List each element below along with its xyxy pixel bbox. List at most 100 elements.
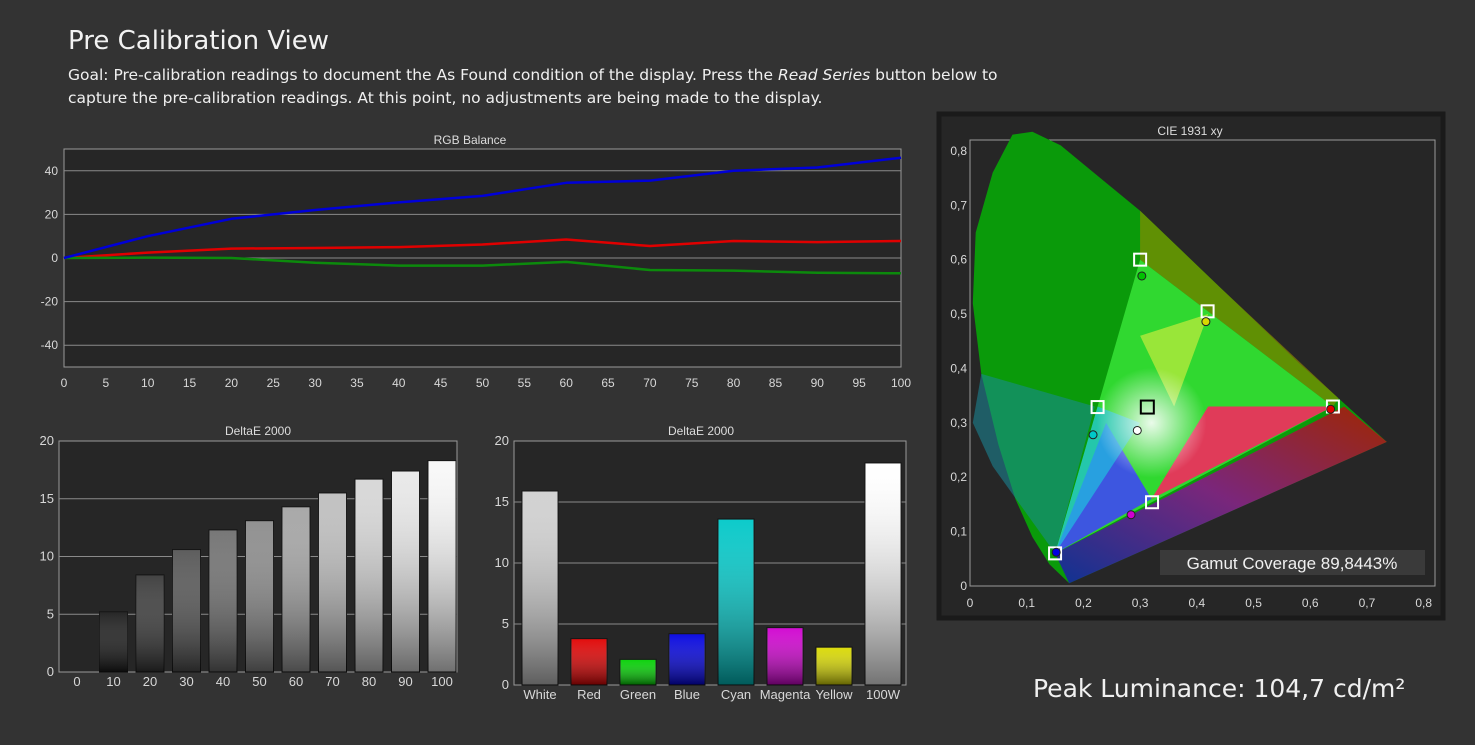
goal-suffix: button below to capture the pre-calibrat… [68,66,998,107]
rgb-x-tick-label: 30 [308,376,322,390]
rgb-x-tick-label: 40 [392,376,406,390]
rgb-series-line-0 [63,238,902,260]
rgb-x-tick-label: 95 [852,376,866,390]
color-x-tick-label: Red [577,687,601,702]
color-bar-shade [669,633,705,685]
deltae-grayscale-chart: DeltaE 2000 0 5 10 15 20 0 10 20 30 40 50 60 70 80 90… [40,424,458,689]
cie-target-white [1139,399,1155,415]
rgb-y-tick-label: 0 [51,251,58,265]
gray-x-tick-label: 60 [289,674,303,689]
gray-x-tick-label: 100 [431,674,453,689]
color-x-tick-label: Cyan [721,687,751,702]
cie-target-blue [1048,546,1063,561]
rgb-series-line-2 [63,156,902,260]
gray-x-tick-label: 20 [143,674,157,689]
gray-x-tick-label: 30 [179,674,193,689]
color-x-tick-label: Yellow [815,687,853,702]
gray-x-tick-label: 40 [216,674,230,689]
cie-x-tick-label: 0,4 [1188,596,1205,610]
cie-locus-purple-band [1055,406,1387,584]
gamut-coverage-box [1160,550,1425,575]
rgb-x-tick-label: 60 [560,376,574,390]
rgb-x-tick-label: 55 [518,376,532,390]
rgb-y-tick-label: -20 [41,295,59,309]
cie-y-tick-label: 0,4 [950,361,967,375]
cie-x-tick-label: 0,7 [1359,596,1376,610]
gray-x-tick-label: 70 [325,674,339,689]
color-x-tick-label: 100W [866,687,901,702]
rgb-y-tick-label: -40 [41,338,59,352]
color-y-tick-label: 5 [502,616,509,631]
gray-bar-shade [99,611,128,672]
rgb-x-tick-label: 65 [601,376,615,390]
rgb-chart-title: RGB Balance [434,133,507,147]
cie-y-tick-label: 0,7 [950,198,967,212]
cie-1931-chart: CIE 1931 xy 0 0,1 0,2 0,3 0,4 0,5 0,6 0,7 0,8 0 0… [936,111,1446,621]
cie-locus-cyan-band [972,373,1095,554]
gray-x-tick-label: 0 [73,674,80,689]
cie-chart-title: CIE 1931 xy [1157,124,1222,138]
cie-x-tick-label: 0,1 [1018,596,1035,610]
gray-x-tick-label: 80 [362,674,376,689]
gray-y-tick-label: 20 [40,433,54,448]
gray-bar-shade [391,471,420,672]
cie-locus-yellow-band [1140,210,1339,407]
cie-x-tick-label: 0,2 [1075,596,1092,610]
gray-bar-shade [355,479,383,672]
cie-target-cyan [1090,400,1105,415]
gray-y-tick-label: 10 [40,549,54,564]
color-chart-title: DeltaE 2000 [668,424,734,438]
gray-y-tick-label: 5 [47,606,54,621]
cie-x-tick-label: 0,6 [1302,596,1319,610]
color-y-tick-label: 0 [502,677,509,692]
cie-measured-white [1132,425,1142,435]
color-x-tick-label: Blue [674,687,700,702]
gray-x-tick-label: 90 [398,674,412,689]
gray-bar-shade [318,492,347,672]
gray-x-tick-label: 10 [106,674,120,689]
gray-chart-title: DeltaE 2000 [225,424,291,438]
rgb-x-tick-label: 10 [141,376,155,390]
rgb-x-tick-label: 80 [727,376,741,390]
rgb-x-tick-label: 0 [61,376,68,390]
page-title: Pre Calibration View [68,26,330,56]
deltae-colors-chart: DeltaE 2000 0 5 10 15 20 White Red Green Blue Cy… [495,424,907,702]
rgb-x-tick-label: 85 [769,376,783,390]
goal-prefix: Goal: Pre-calibration readings to docume… [68,66,778,84]
rgb-x-tick-label: 50 [476,376,490,390]
rgb-x-tick-label: 90 [811,376,825,390]
gray-bar-shade [428,460,456,672]
color-y-tick-label: 15 [495,494,509,509]
color-x-tick-label: Magenta [760,687,811,702]
cie-x-tick-label: 0,3 [1132,596,1149,610]
color-bar-shade [620,659,656,685]
color-bar-shade [522,491,558,685]
cie-triangle-yellow-region [1140,314,1209,407]
cie-measured-magenta [1126,510,1136,520]
cie-target-magenta [1145,495,1160,510]
cie-y-tick-label: 0,6 [950,253,967,267]
cie-measured-cyan [1088,430,1098,440]
color-bar-shade [865,462,901,685]
rgb-balance-chart: RGB Balance 40 20 0 -20 -40 0 5 10 15 20 25 30 35 40… [41,133,912,390]
cie-y-tick-label: 0,1 [950,525,967,539]
gray-bar-shade [136,574,164,672]
gray-bar-shade [282,506,310,672]
gray-y-tick-label: 0 [47,664,54,679]
cie-measured-yellow [1201,317,1211,327]
rgb-y-tick-label: 40 [45,164,59,178]
gamut-coverage-text: Gamut Coverage 89,8443% [1187,554,1398,573]
cie-measured-blue [1051,547,1061,557]
rgb-series-line-1 [63,256,902,275]
gray-y-tick-label: 15 [40,491,54,506]
color-bar-shade [718,519,754,685]
color-x-tick-label: White [523,687,556,702]
rgb-x-tick-label: 75 [685,376,699,390]
cie-measured-red [1326,404,1336,414]
cie-triangle-blue-region [1055,422,1152,554]
gray-bar-shade [245,520,274,672]
cie-y-tick-label: 0,8 [950,144,967,158]
cie-y-tick-label: 0 [960,579,967,593]
gray-bar-shade [172,549,201,672]
